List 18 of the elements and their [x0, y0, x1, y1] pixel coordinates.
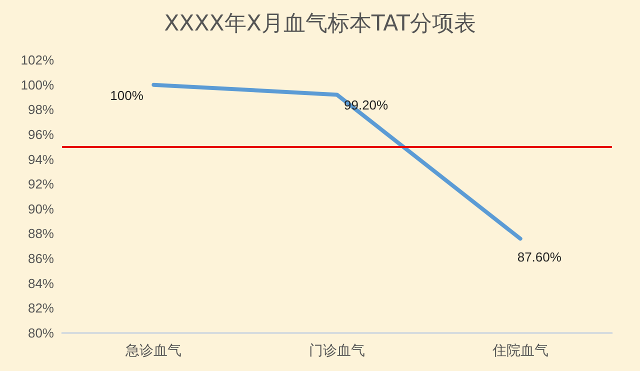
x-tick-label: 急诊血气 — [124, 342, 182, 358]
y-tick-label: 80% — [28, 326, 54, 340]
data-label: 87.60% — [517, 250, 562, 265]
data-label: 100% — [110, 88, 144, 103]
y-tick-label: 98% — [28, 102, 54, 118]
y-tick-label: 84% — [28, 276, 54, 291]
y-tick-label: 100% — [20, 77, 54, 92]
y-tick-label: 92% — [28, 176, 54, 192]
y-tick-label: 96% — [28, 126, 54, 142]
y-tick-label: 94% — [28, 152, 54, 167]
x-tick-label: 门诊血气 — [309, 342, 365, 358]
chart-title: XXXX年X月血气标本TAT分项表 — [164, 12, 476, 36]
y-tick-label: 82% — [28, 300, 54, 316]
y-tick-label: 90% — [28, 201, 54, 216]
x-tick-label: 住院血气 — [491, 342, 548, 358]
y-tick-label: 86% — [28, 251, 54, 266]
y-tick-label: 88% — [28, 226, 54, 242]
y-tick-label: 102% — [20, 52, 54, 68]
